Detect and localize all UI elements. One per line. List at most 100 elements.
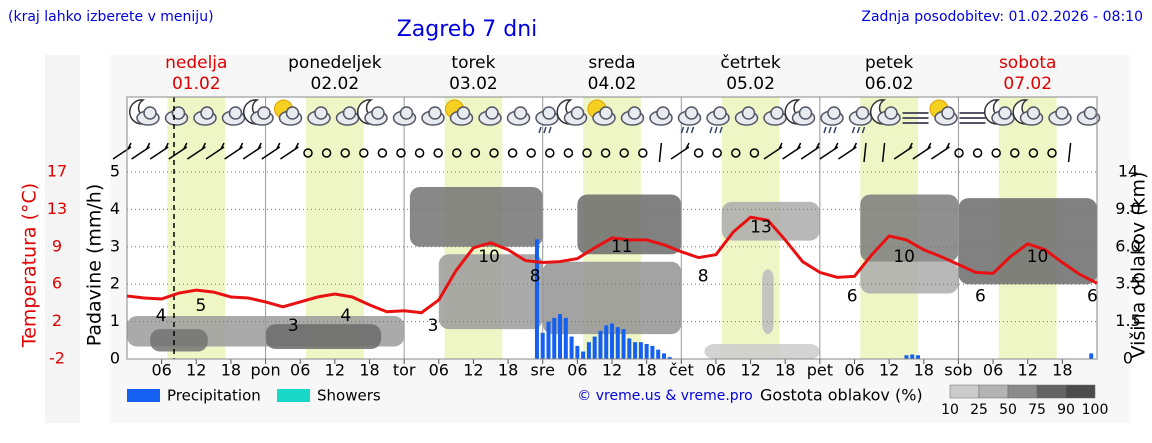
day-date: 04.02 (588, 74, 637, 94)
cloud-layer (150, 329, 208, 352)
daylight-band (305, 97, 364, 359)
x-tick-label: 18 (359, 361, 379, 380)
x-tick-label: 06 (706, 361, 726, 380)
y2-tick-label: 3.5 (1115, 274, 1140, 293)
wind-calm (526, 148, 536, 158)
wind-barb (257, 142, 262, 150)
precip-bar (904, 355, 909, 359)
rain-icon (823, 126, 827, 134)
precip-bar (661, 353, 666, 359)
wind-barb (658, 142, 663, 163)
precip-bar (610, 323, 614, 359)
cloud-icon (485, 106, 499, 120)
cloud-icon (456, 106, 471, 120)
precip-bar (546, 321, 551, 359)
x-tick-label: 12 (602, 361, 622, 380)
temperature-line (126, 215, 1098, 315)
legend-label: Precipitation (167, 387, 261, 405)
precip-bars (534, 239, 1094, 359)
y-tick-label: 2 (110, 274, 120, 293)
wind-calm (619, 148, 629, 158)
precip-bar (615, 327, 620, 359)
wind-barb (164, 142, 169, 150)
temp-label: 6 (975, 286, 986, 306)
cloud-layer (409, 186, 543, 247)
wind-barb (815, 142, 820, 150)
cloud-icon (998, 106, 1012, 120)
cloud-icon (656, 106, 670, 120)
precip-bar (540, 332, 545, 359)
wind-barb (127, 142, 132, 150)
wind-calm (600, 148, 611, 158)
cloud-icon (428, 106, 442, 120)
x-tick-label: pet (807, 361, 833, 380)
cloud-icon (1055, 106, 1069, 120)
title: Zagreb 7 dni (397, 17, 538, 42)
day-date: 07.02 (1003, 74, 1052, 94)
wind-calm (693, 148, 704, 158)
temp-label: 8 (530, 267, 541, 287)
precip-bar (569, 336, 574, 359)
credit: © vreme.us & vreme.pro (577, 388, 752, 404)
cloud-icon (855, 106, 870, 120)
precip-bar (667, 357, 672, 359)
cloud-icon (342, 106, 357, 120)
cloud-icon (798, 106, 813, 120)
density-label: 25 (970, 402, 988, 418)
cloud-icon (542, 106, 556, 120)
temp-tick-label: -2 (49, 349, 65, 368)
rain-icon (709, 126, 713, 134)
density-label: 100 (1082, 402, 1109, 418)
cloud-layer (265, 324, 382, 350)
cloud-icon (285, 106, 300, 120)
temp-tick-label: 13 (47, 199, 67, 218)
wind-calm (470, 148, 481, 158)
wind-barb (1067, 142, 1072, 163)
rain-icon (833, 126, 837, 134)
cloud-icon (399, 106, 414, 120)
cloud-icon (770, 106, 784, 120)
wind-calm (452, 148, 462, 158)
day-date: 05.02 (726, 74, 775, 94)
day-name: torek (451, 53, 495, 73)
wind-calm (582, 148, 592, 158)
wind-barb (685, 142, 690, 150)
wind-barb (294, 142, 300, 150)
rain-icon (680, 126, 685, 134)
cloud-icon (513, 106, 528, 120)
wind-calm (749, 148, 760, 158)
wind-barb (145, 142, 151, 150)
precip-bar (916, 355, 921, 359)
temp-tick-label: 6 (52, 274, 62, 293)
day-name: petek (865, 53, 913, 73)
rain-icon (861, 126, 866, 134)
y2-tick-label: 0 (1123, 349, 1133, 368)
wind-barb (220, 142, 225, 150)
x-tick-label: tor (393, 361, 416, 380)
precip-bar (656, 349, 661, 359)
y-tick-label: 5 (110, 162, 120, 181)
y2-axis-label: Višina oblakov (km) (1128, 172, 1150, 359)
wind-calm (991, 148, 1001, 158)
x-tick-label: 12 (325, 361, 345, 380)
precip-bar (910, 354, 915, 359)
y-tick-label: 0 (110, 349, 120, 368)
daylight-band (167, 97, 226, 359)
cloud-icon (627, 106, 642, 120)
precip-bar (638, 342, 643, 359)
cloud-legend-title: Gostota oblakov (%) (760, 386, 923, 405)
rain-icon (828, 126, 832, 134)
legend-swatch (277, 389, 310, 402)
temp-tick-label: 2 (52, 311, 62, 330)
temp-label: 6 (847, 286, 858, 306)
y-tick-label: 1 (110, 311, 120, 330)
density-label: 50 (999, 402, 1017, 418)
plot-frame (126, 96, 1098, 360)
precip-bar (650, 345, 655, 359)
density-swatch (1007, 384, 1038, 399)
temp-label: 10 (478, 247, 500, 267)
precip-bar (581, 351, 586, 359)
density-label: 90 (1057, 402, 1075, 418)
temp-label: 10 (1027, 247, 1049, 267)
precip-bar (604, 325, 609, 359)
